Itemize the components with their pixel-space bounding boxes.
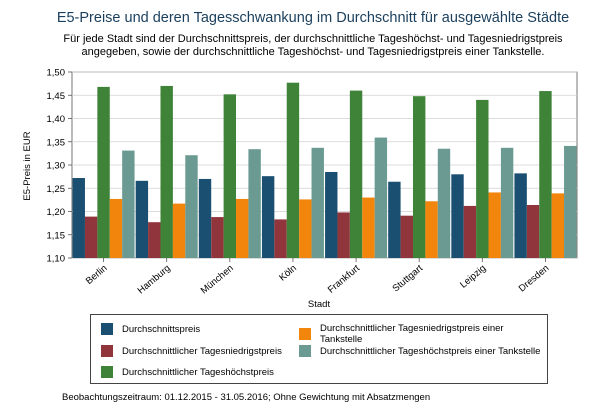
x-tick-label: Köln (277, 263, 299, 284)
y-tick-label: 1,20 (47, 207, 66, 218)
x-tick-label: Dresden (517, 263, 552, 295)
legend-swatch (299, 328, 311, 340)
bar (248, 149, 261, 258)
bar (325, 171, 338, 258)
bar (223, 94, 237, 258)
legend-item-tankstelle-niedrigst: Durchschnittlicher Tagesniedrigstpreis e… (299, 323, 547, 345)
y-tick-label: 1,45 (47, 91, 66, 102)
bar (349, 90, 363, 258)
y-axis-label: E5-Preis in EUR (22, 131, 33, 200)
legend-swatch (101, 323, 113, 335)
footnote: Beobachtungszeitraum: 01.12.2015 - 31.05… (62, 392, 431, 403)
x-tick-label: Frankfurt (326, 263, 362, 296)
bar (374, 137, 388, 258)
bar (337, 212, 350, 258)
bar (514, 173, 527, 258)
x-axis-label: Stadt (308, 299, 331, 310)
bar (72, 178, 85, 258)
bar (185, 155, 198, 258)
y-tick-label: 1,25 (47, 184, 66, 195)
bar (551, 193, 565, 258)
bar (539, 91, 552, 258)
bar (286, 82, 300, 258)
bar (261, 176, 275, 258)
x-tick-label: Stuttgart (391, 263, 426, 295)
chart-legend: Durchschnittspreis Durchschnittlicher Ta… (90, 314, 548, 384)
legend-item-tankstelle-hoechst: Durchschnittlicher Tageshöchstpreis eine… (299, 345, 540, 357)
bar (160, 85, 173, 258)
legend-label: Durchschnittspreis (122, 323, 201, 335)
bar (425, 201, 438, 258)
legend-label: Durchschnittlicher Tagesniedrigstpreis e… (320, 323, 504, 345)
bar (198, 178, 212, 258)
y-tick-label: 1,40 (47, 114, 66, 125)
legend-label: Durchschnittlicher Tageshöchstpreis eine… (320, 345, 541, 357)
y-tick-label: 1,35 (47, 137, 66, 148)
bar (84, 216, 98, 258)
x-tick-label: Berlin (84, 263, 110, 287)
x-tick-label: Leipzig (458, 263, 488, 291)
bar (236, 198, 249, 258)
bar (500, 147, 514, 258)
x-tick-label: Hamburg (136, 263, 173, 297)
bar (148, 222, 161, 258)
legend-label: Durchschnittlicher Tagesniedrigstpreis (122, 345, 282, 357)
bar (97, 86, 110, 258)
bar (437, 148, 451, 258)
bar (463, 205, 477, 258)
legend-swatch (299, 345, 311, 357)
y-tick-label: 1,15 (47, 230, 66, 241)
bar (311, 147, 324, 258)
bar (526, 204, 540, 258)
bar (274, 219, 287, 258)
chart-subtitle-line-1: Für jede Stadt sind der Durchschnittspre… (63, 33, 563, 45)
bar (564, 145, 577, 258)
bar (211, 217, 224, 258)
x-tick-label: München (199, 263, 236, 297)
bar (109, 198, 123, 258)
bar (488, 192, 501, 258)
bar (122, 150, 135, 258)
bar (412, 96, 426, 259)
y-tick-label: 1,10 (47, 254, 66, 265)
legend-item-tageshoechst: Durchschnittlicher Tageshöchstpreis (101, 366, 274, 378)
bar (476, 99, 489, 259)
bar (388, 181, 401, 258)
chart-subtitle-line-2: angegeben, sowie der durchschnittliche T… (82, 46, 545, 58)
bar (172, 203, 186, 258)
bar (135, 180, 149, 258)
legend-item-durchschnittspreis: Durchschnittspreis (101, 323, 200, 335)
y-tick-label: 1,50 (47, 68, 66, 79)
legend-label: Durchschnittlicher Tageshöchstpreis (122, 366, 274, 378)
bar (299, 199, 312, 258)
legend-swatch (101, 345, 113, 357)
legend-item-tagesniedrigst: Durchschnittlicher Tagesniedrigstpreis (101, 345, 282, 357)
bar (451, 174, 464, 258)
bar (362, 197, 375, 258)
legend-swatch (101, 366, 113, 378)
bar (400, 215, 413, 258)
chart-title: E5-Preise und deren Tagesschwankung im D… (57, 10, 569, 26)
y-tick-label: 1,30 (47, 161, 66, 172)
